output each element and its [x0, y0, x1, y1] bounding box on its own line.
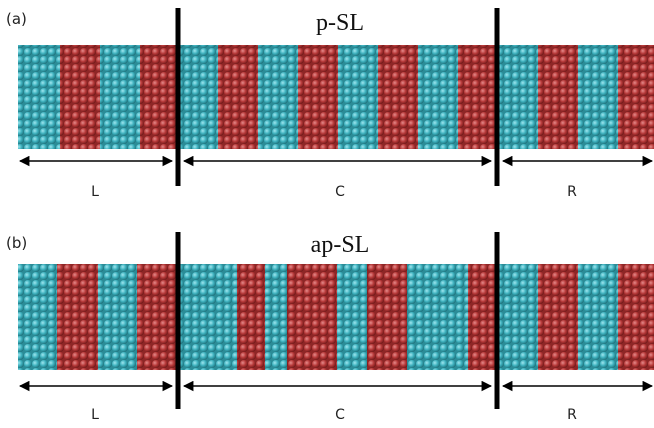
panel-label: (b) — [6, 234, 27, 252]
atom-layer — [418, 45, 458, 149]
atom-layer — [140, 45, 178, 149]
panel-label: (a) — [6, 10, 27, 28]
atom-layer — [18, 45, 60, 149]
atom-layer — [498, 45, 538, 149]
region-label: L — [91, 184, 99, 200]
atom-layer — [468, 264, 498, 370]
atom-layer — [178, 264, 237, 370]
region-label: C — [335, 407, 345, 423]
panel-title: ap-SL — [311, 232, 370, 258]
region-label: R — [567, 184, 577, 200]
atom-layer — [60, 45, 100, 149]
atom-layer — [538, 264, 578, 370]
atom-layer — [137, 264, 178, 370]
atom-layer — [237, 264, 265, 370]
atom-layer — [338, 45, 378, 149]
region-label: R — [567, 407, 577, 423]
atom-layer — [98, 264, 137, 370]
panel-title: p-SL — [316, 10, 364, 36]
atom-layer — [367, 264, 407, 370]
atom-layer — [618, 264, 654, 370]
region-label: L — [91, 407, 99, 423]
atom-layer — [100, 45, 140, 149]
atom-layer — [458, 45, 498, 149]
atom-layer — [618, 45, 654, 149]
atom-layer — [287, 264, 337, 370]
atom-layer — [337, 264, 367, 370]
atom-layer — [498, 264, 538, 370]
atom-layer — [578, 45, 618, 149]
atom-layer — [57, 264, 98, 370]
atom-layer — [298, 45, 338, 149]
atom-layer — [538, 45, 578, 149]
atom-layer — [578, 264, 618, 370]
region-label: C — [335, 184, 345, 200]
figure: (a) p-SL L C R (b) ap-SL L C R — [0, 0, 654, 428]
atom-layer — [265, 264, 287, 370]
atom-layer — [218, 45, 258, 149]
atom-layer — [378, 45, 418, 149]
page: {"panels": [ {"label": "(a)", "title": "… — [0, 0, 654, 428]
atom-layer — [407, 264, 468, 370]
atom-layer — [258, 45, 298, 149]
atom-layer — [178, 45, 218, 149]
atom-layer — [18, 264, 57, 370]
